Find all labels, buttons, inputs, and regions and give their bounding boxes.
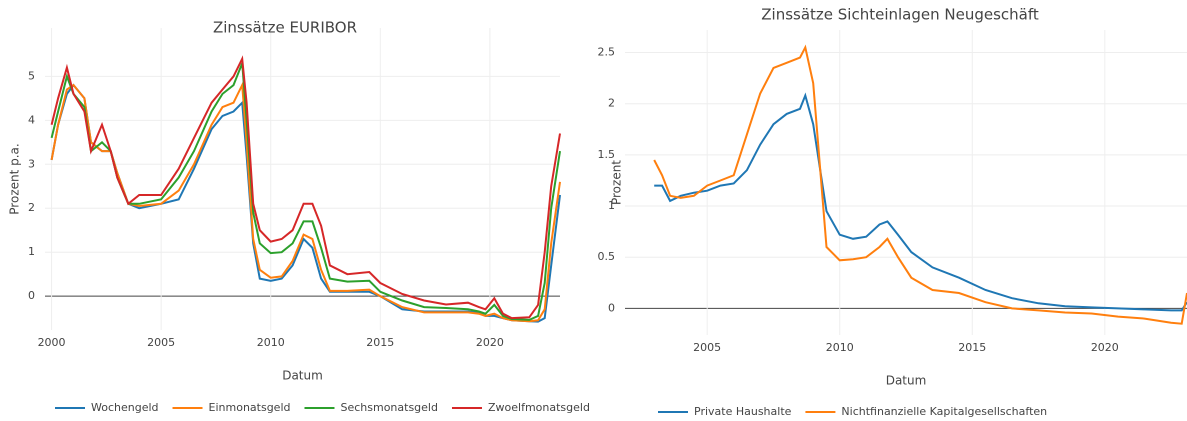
y-tick-label: 1 [28,245,35,258]
x-tick-label: 2005 [147,336,175,349]
legend-item: Nichtfinanzielle Kapitalgesellschaften [805,405,1047,418]
chart-title: Zinssätze Sichteinlagen Neugeschäft [761,6,1039,24]
y-tick-label: 0.5 [598,250,616,263]
x-tick-label: 2015 [958,341,986,354]
legend-item: Private Haushalte [658,405,792,418]
y-tick-label: 2.5 [598,46,616,59]
x-tick-label: 2015 [366,336,394,349]
y-tick-label: 4 [28,113,35,126]
x-axis-title: Datum [886,374,927,388]
x-axis-title: Datum [282,369,323,383]
legend-label: Nichtfinanzielle Kapitalgesellschaften [841,405,1047,418]
x-tick-label: 2000 [38,336,66,349]
x-tick-label: 2020 [476,336,504,349]
legend-item: Sechsmonatsgeld [304,401,438,414]
series-line [653,44,1187,325]
chart-title: Zinssätze EURIBOR [213,19,357,37]
x-tick-label: 2020 [1091,341,1119,354]
x-tick-label: 2010 [826,341,854,354]
legend-item: Zwoelfmonatsgeld [451,401,590,414]
series-line [654,92,1187,312]
y-tick-label: 1 [608,199,615,212]
x-tick-label: 2010 [257,336,285,349]
y-tick-label: 0 [608,301,615,314]
series-line [50,62,561,321]
y-tick-label: 0 [28,289,35,302]
y-axis-title: Prozent p.a. [8,143,22,214]
legend-label: Zwoelfmonatsgeld [488,401,590,414]
y-tick-label: 2 [608,97,615,110]
y-tick-label: 3 [28,157,35,170]
legend-label: Wochengeld [91,401,159,414]
legend-label: Einmonatsgeld [209,401,291,414]
legend-label: Private Haushalte [694,405,792,418]
legend-label: Sechsmonatsgeld [340,401,438,414]
y-tick-label: 2 [28,201,35,214]
y-tick-label: 1.5 [598,148,616,161]
x-tick-label: 2005 [693,341,721,354]
legend-item: Einmonatsgeld [172,401,291,414]
legend-item: Wochengeld [55,401,159,414]
series-line [50,55,561,320]
y-tick-label: 5 [28,69,35,82]
y-axis-title: Prozent [610,160,624,205]
